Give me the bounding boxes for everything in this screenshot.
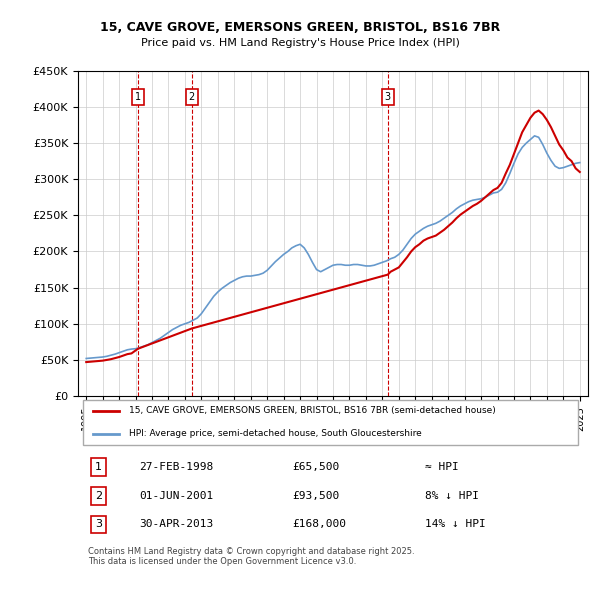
Text: HPI: Average price, semi-detached house, South Gloucestershire: HPI: Average price, semi-detached house,… — [129, 429, 422, 438]
Text: 01-JUN-2001: 01-JUN-2001 — [139, 491, 214, 501]
Text: 14% ↓ HPI: 14% ↓ HPI — [425, 519, 485, 529]
Text: Price paid vs. HM Land Registry's House Price Index (HPI): Price paid vs. HM Land Registry's House … — [140, 38, 460, 48]
Text: £168,000: £168,000 — [292, 519, 346, 529]
Text: 8% ↓ HPI: 8% ↓ HPI — [425, 491, 479, 501]
Text: Contains HM Land Registry data © Crown copyright and database right 2025.
This d: Contains HM Land Registry data © Crown c… — [88, 547, 415, 566]
Text: £65,500: £65,500 — [292, 462, 340, 472]
Text: 15, CAVE GROVE, EMERSONS GREEN, BRISTOL, BS16 7BR (semi-detached house): 15, CAVE GROVE, EMERSONS GREEN, BRISTOL,… — [129, 406, 496, 415]
Text: 30-APR-2013: 30-APR-2013 — [139, 519, 214, 529]
Text: 3: 3 — [95, 519, 102, 529]
Text: 2: 2 — [189, 92, 195, 102]
Text: 1: 1 — [135, 92, 141, 102]
Text: 2: 2 — [95, 491, 102, 501]
Text: 27-FEB-1998: 27-FEB-1998 — [139, 462, 214, 472]
FancyBboxPatch shape — [83, 399, 578, 445]
Text: 15, CAVE GROVE, EMERSONS GREEN, BRISTOL, BS16 7BR: 15, CAVE GROVE, EMERSONS GREEN, BRISTOL,… — [100, 21, 500, 34]
Text: £93,500: £93,500 — [292, 491, 340, 501]
Text: ≈ HPI: ≈ HPI — [425, 462, 458, 472]
Text: 1: 1 — [95, 462, 102, 472]
Text: 3: 3 — [385, 92, 391, 102]
